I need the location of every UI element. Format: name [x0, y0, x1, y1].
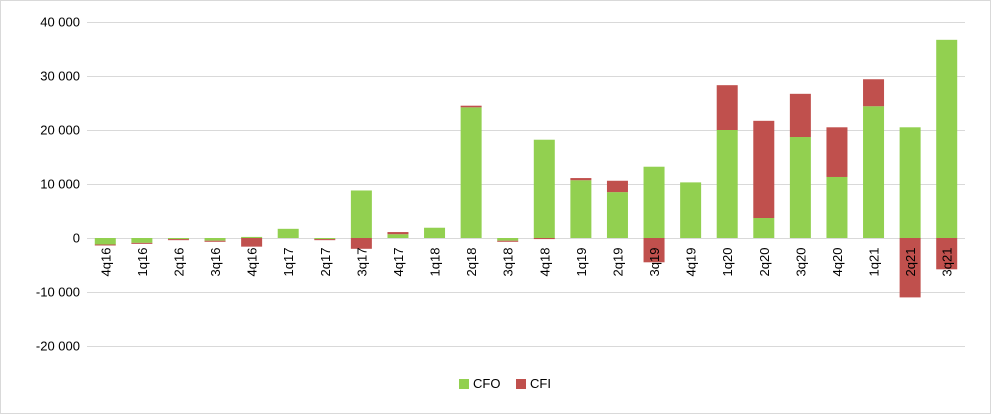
bar-cfo — [643, 166, 665, 238]
legend-swatch-cfo — [459, 379, 469, 389]
bar-cfo — [94, 238, 116, 245]
bar-cfo — [680, 182, 702, 238]
bar-cfo — [826, 176, 848, 238]
x-tick-label: 3q21 — [940, 248, 955, 277]
x-tick-label: 2q20 — [757, 248, 772, 277]
bar-cfi — [533, 238, 555, 240]
bar-cfo — [570, 180, 592, 238]
bar-cfo — [789, 137, 811, 238]
bar-cfo — [497, 238, 519, 241]
bar-cfo — [716, 130, 738, 238]
x-tick-label: 3q17 — [354, 248, 369, 277]
x-tick-label: 3q16 — [208, 248, 223, 277]
bar-cfi — [753, 120, 775, 219]
bar-cfo — [936, 39, 958, 238]
bar-cfo — [241, 236, 263, 238]
y-tick-label: -10 000 — [36, 285, 80, 300]
bar-cfi — [643, 238, 665, 263]
y-tick-label: 40 000 — [40, 15, 80, 30]
x-tick-label: 4q16 — [98, 248, 113, 277]
bar-cfo — [753, 218, 775, 238]
bar-cfo — [606, 192, 628, 238]
bar-cfo — [460, 107, 482, 238]
bar-cfi — [497, 240, 519, 242]
x-tick-label: 2q16 — [171, 248, 186, 277]
x-tick-label: 3q20 — [793, 248, 808, 277]
x-tick-label: 2q21 — [903, 248, 918, 277]
x-tick-label: 1q19 — [574, 248, 589, 277]
bar-cfo — [533, 139, 555, 238]
x-tick-label: 4q18 — [537, 248, 552, 277]
bar-cfi — [131, 242, 153, 244]
legend-swatch-cfi — [516, 379, 526, 389]
bar-cfo — [863, 106, 885, 239]
bar-cfo — [204, 238, 226, 241]
bar-cfi — [899, 238, 921, 298]
x-tick-label: 2q17 — [318, 248, 333, 277]
bar-cfi — [789, 93, 811, 138]
bar-cfo — [387, 234, 409, 238]
bar-cfi — [606, 180, 628, 193]
y-tick-label: 20 000 — [40, 123, 80, 138]
bar-cfo — [167, 238, 189, 240]
y-tick-label: 30 000 — [40, 69, 80, 84]
bar-cfi — [314, 239, 336, 241]
x-tick-label: 4q20 — [830, 248, 845, 277]
x-tick-label: 1q17 — [281, 248, 296, 277]
bar-cfi — [167, 239, 189, 241]
x-tick-label: 1q16 — [135, 248, 150, 277]
x-tick-label: 4q17 — [391, 248, 406, 277]
y-tick-label: 0 — [73, 231, 80, 246]
x-tick-label: 1q21 — [867, 248, 882, 277]
bar-cfo — [277, 228, 299, 238]
bar-cfi — [570, 178, 592, 181]
y-tick-label: 10 000 — [40, 177, 80, 192]
bar-cfo — [131, 238, 153, 243]
legend-label-cfo: CFO — [473, 376, 500, 391]
bar-cfo — [424, 227, 446, 238]
bar-cfi — [387, 232, 409, 235]
x-tick-label: 3q18 — [501, 248, 516, 277]
x-tick-label: 4q19 — [684, 248, 699, 277]
bar-cfi — [936, 238, 958, 270]
bar-cfi — [94, 244, 116, 246]
bar-cfi — [826, 127, 848, 177]
bar-cfi — [863, 79, 885, 107]
bar-cfo — [899, 127, 921, 238]
legend-label-cfi: CFI — [530, 376, 551, 391]
bar-cfi — [350, 238, 372, 249]
x-tick-label: 1q20 — [720, 248, 735, 277]
bar-cfo — [350, 190, 372, 238]
x-tick-label: 1q18 — [428, 248, 443, 277]
y-tick-label: -20 000 — [36, 339, 80, 354]
bar-cfi — [460, 105, 482, 108]
x-tick-label: 3q19 — [647, 248, 662, 277]
bar-cfi — [241, 238, 263, 247]
bar-cfi — [716, 85, 738, 130]
x-tick-label: 4q16 — [245, 248, 260, 277]
bar-cfo — [314, 238, 336, 240]
x-tick-label: 2q19 — [610, 248, 625, 277]
x-tick-label: 2q18 — [464, 248, 479, 277]
bar-cfi — [204, 240, 226, 242]
